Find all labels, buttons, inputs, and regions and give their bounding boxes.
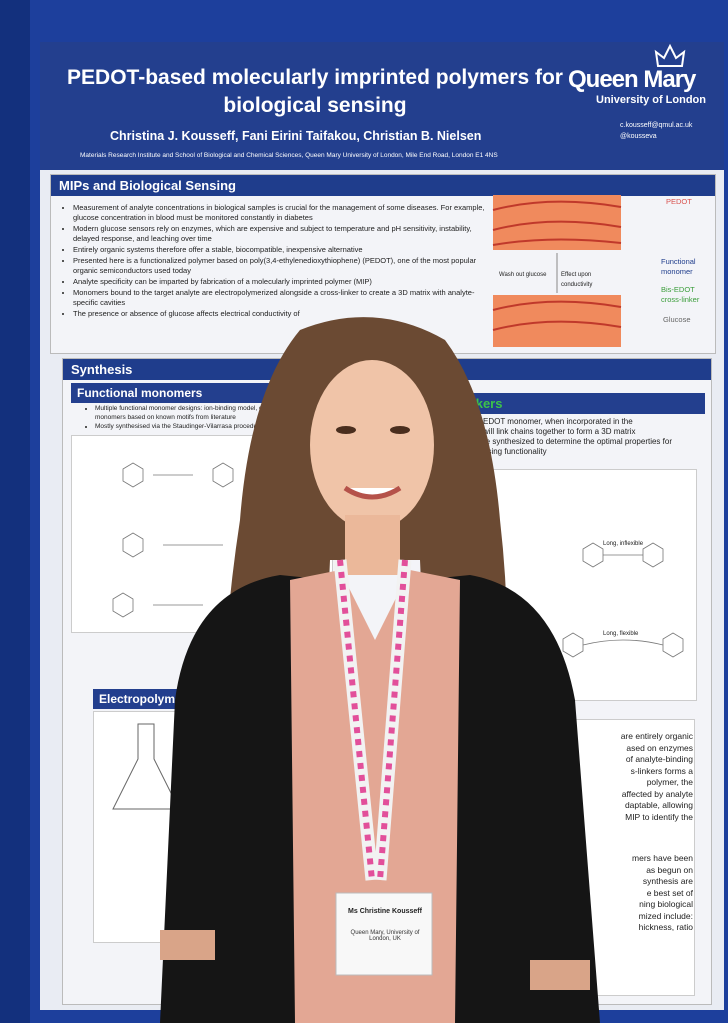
bullet: Analyte specificity can be imparted by f… [73, 277, 498, 287]
figure-label: Wash out glucose [499, 272, 547, 278]
bullets: Measurement of analyte concentrations in… [61, 203, 498, 320]
email: c.kousseff@qmul.ac.uk [620, 122, 693, 129]
title: PEDOT-based molecularly imprinted polyme… [50, 64, 580, 120]
bullet: Monomers bound to the target analyte are… [73, 288, 498, 308]
text-line: will link chains together to form a 3D m… [483, 427, 636, 436]
logo-sub: University of London [596, 94, 706, 106]
figure-label: Functional monomer [661, 257, 696, 276]
section-heading: MIPs and Biological Sensing [51, 175, 715, 196]
text-line: as begun on [646, 864, 693, 875]
logo: Queen Mary [568, 66, 696, 93]
title-line: PEDOT-based molecularly imprinted polyme… [67, 66, 563, 89]
bullet: Presented here is a functionalized polym… [73, 256, 498, 276]
badge [335, 892, 433, 976]
bullet: Entirely organic systems therefore offer… [73, 245, 498, 255]
text-line: ased on enzymes [626, 742, 693, 753]
cardigan [160, 575, 600, 1023]
bullet: The presence or absence of glucose affec… [73, 309, 498, 319]
figure-label: PEDOT [666, 197, 692, 206]
text-line: affected by analyte [621, 788, 693, 799]
figure-label: Bis-EDOT cross-linker [661, 285, 700, 304]
subheading: Functional monomers [71, 383, 323, 403]
text-line: e best set of [646, 887, 693, 898]
bullets: Multiple functional monomer designs: ion… [83, 405, 315, 432]
text-line: EDOT monomer, when incorporated in the [483, 417, 633, 426]
text-line: mers have been [632, 853, 693, 863]
text-line: hickness, ratio [638, 922, 693, 932]
title-line: biological sensing [223, 94, 407, 117]
text-line: daptable, allowing [624, 800, 693, 810]
text-line: of analyte-binding [625, 754, 693, 764]
scheme-label: Long, flexible [603, 631, 639, 637]
bullet: Measurement of analyte concentrations in… [73, 203, 498, 223]
poster-header [40, 42, 724, 170]
text-line: mized include: [638, 910, 693, 921]
lanyard-pattern [337, 559, 408, 881]
text-line: nsing functionality [483, 447, 547, 456]
bullet: Mostly synthesised via the Staudinger-Vi… [95, 423, 315, 431]
text-line: MIP to identify the [625, 811, 693, 822]
bullet: Multiple functional monomer designs: ion… [95, 405, 315, 413]
badge-name: Ms Christine Kousseff [348, 908, 422, 915]
contact: c.kousseff@qmul.ac.uk @kousseva [620, 120, 692, 142]
twitter: @kousseva [620, 133, 657, 140]
text-line: re synthesized to determine the optimal … [483, 437, 672, 446]
bullet: Modern glucose sensors rely on enzymes, … [73, 224, 498, 244]
figure-label: Effect upon conductivity [561, 272, 593, 288]
conclusion-text: are entirely organic ased on enzymes of an… [593, 731, 693, 934]
text-line: s-linkers forms a [630, 765, 693, 776]
affiliation: Materials Research Institute and School … [80, 152, 498, 159]
mip-figure [492, 195, 622, 347]
face [310, 360, 434, 530]
text-line: polymer, the [646, 777, 693, 787]
linker-text: EDOT monomer, when incorporated in the w… [483, 417, 713, 457]
bullet: monomers based on known motifs from lite… [95, 414, 236, 421]
text-line: are entirely organic [620, 731, 693, 741]
neck [345, 515, 400, 575]
text-line: synthesis are [642, 876, 693, 886]
scheme-label: Long, inflexible [603, 541, 644, 547]
crown-icon [654, 43, 686, 67]
figure-label: Glucose [663, 315, 691, 324]
text-line: ning biological [639, 899, 693, 909]
section: MIPs and Biological Sensing Measurement … [50, 174, 716, 354]
backboard-edge [0, 0, 30, 1023]
badge-org: Queen Mary, University of London, UK [350, 930, 420, 942]
authors: Christina J. Kousseff, Fani Eirini Taifa… [110, 129, 482, 143]
